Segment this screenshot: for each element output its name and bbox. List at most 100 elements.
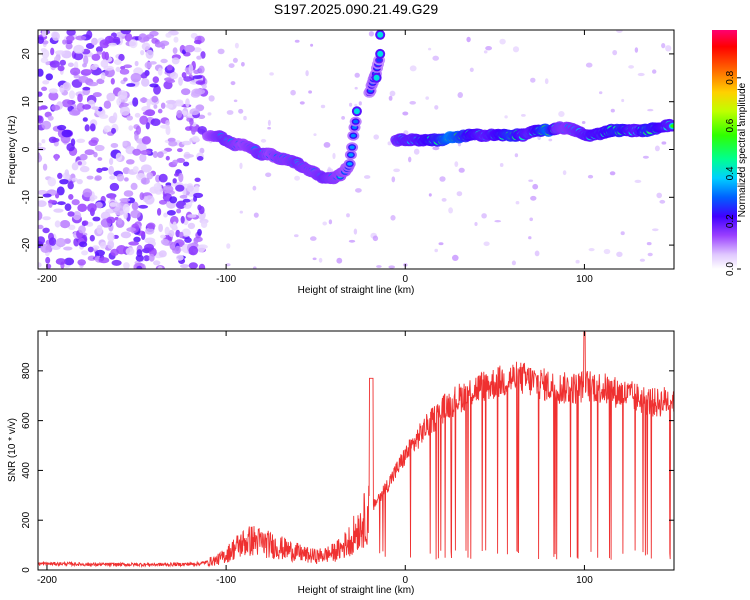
- heatmap-noise-cell: [139, 115, 149, 125]
- heatmap-noise-cell: [48, 88, 58, 94]
- heatmap-noise-cell: [41, 30, 47, 38]
- heatmap-noise-cell: [67, 211, 75, 217]
- heatmap-noise-cell: [51, 31, 60, 41]
- y-tick-label: 600: [21, 412, 32, 429]
- heatmap-noise-cell: [193, 39, 202, 45]
- heatmap-noise-cell: [81, 250, 89, 256]
- heatmap-noise-cell: [158, 223, 164, 233]
- heatmap-noise-cell: [89, 123, 96, 132]
- heatmap-noise-cell: [165, 32, 172, 38]
- heatmap-noise-cell: [185, 98, 190, 108]
- heatmap-speck: [353, 228, 358, 235]
- heatmap-noise-cell: [181, 72, 187, 79]
- heatmap-speck: [642, 155, 649, 159]
- heatmap-noise-cell: [123, 77, 128, 82]
- heatmap-noise-cell: [92, 92, 102, 98]
- y-tick-label: 20: [21, 48, 32, 60]
- ridge-core: [376, 58, 382, 62]
- colorbar-gradient: [712, 30, 737, 269]
- x-tick-label: -200: [37, 575, 57, 586]
- y-tick-label: -20: [21, 237, 32, 252]
- heatmap-noise-cell: [183, 154, 194, 158]
- heatmap-noise-cell: [191, 135, 200, 142]
- heatmap-noise-cell: [68, 224, 76, 230]
- heatmap-noise-cell: [47, 199, 58, 204]
- heatmap-speck: [515, 201, 520, 205]
- heatmap-noise-cell: [132, 148, 142, 156]
- heatmap-noise-cell: [99, 241, 107, 249]
- y-tick-label: 800: [21, 362, 32, 379]
- heatmap-noise-cell: [42, 163, 48, 171]
- heatmap-noise-cell: [141, 42, 151, 51]
- heatmap-noise-cell: [158, 173, 168, 183]
- heatmap-noise-cell: [119, 198, 131, 202]
- snr-chart: -200 -100 0 100 0 200 400 600 800 Height of str…: [7, 330, 675, 596]
- heatmap-noise-cell: [114, 59, 122, 65]
- heatmap-speck: [647, 252, 653, 257]
- heatmap-noise-cell: [103, 100, 112, 109]
- heatmap-speck: [389, 90, 396, 97]
- heatmap-noise-cell: [131, 201, 139, 211]
- heatmap-noise-cell: [109, 157, 114, 165]
- heatmap-noise-cell: [38, 36, 44, 44]
- y-tick-label: 10: [21, 96, 32, 108]
- heatmap-noise-cell: [116, 173, 125, 182]
- heatmap-noise-cell: [200, 220, 208, 228]
- heatmap-speck: [438, 242, 444, 246]
- x-tick-label: 100: [576, 274, 593, 285]
- heatmap-noise-cell: [45, 256, 51, 264]
- heatmap-speck: [267, 126, 271, 130]
- heatmap-noise-cell: [181, 140, 192, 146]
- heatmap-noise-cell: [54, 220, 61, 228]
- heatmap-speck: [269, 72, 274, 76]
- heatmap-speck: [328, 219, 333, 225]
- heatmap-noise-cell: [132, 166, 139, 173]
- heatmap-noise-cell: [130, 209, 141, 219]
- heatmap-speck: [234, 42, 239, 49]
- heatmap-noise-cell: [76, 102, 85, 112]
- chart-title: S197.2025.090.21.49.G29: [274, 1, 438, 17]
- heatmap-noise-cell: [67, 181, 74, 190]
- heatmap-speck: [534, 250, 540, 257]
- heatmap-noise-cell: [198, 263, 206, 269]
- heatmap-speck: [305, 70, 309, 77]
- heatmap-noise-cell: [165, 119, 170, 126]
- heatmap-noise-cell: [59, 59, 66, 66]
- spectrogram-x-ticks: -200 -100 0 100: [37, 30, 593, 285]
- heatmap-speck: [581, 121, 586, 124]
- heatmap-noise-cell: [189, 118, 194, 126]
- heatmap-noise-cell: [82, 117, 88, 122]
- heatmap-noise-cell: [157, 108, 163, 114]
- heatmap-noise-cell: [193, 192, 204, 198]
- heatmap-speck: [514, 153, 519, 158]
- heatmap-noise-cell: [126, 159, 135, 165]
- heatmap-noise-cell: [134, 112, 141, 118]
- heatmap-speck: [456, 191, 463, 197]
- heatmap-speck: [354, 86, 358, 90]
- heatmap-noise-cell: [73, 52, 84, 61]
- heatmap-speck: [432, 55, 440, 61]
- x-tick-label: 0: [402, 274, 408, 285]
- heatmap-speck: [253, 266, 257, 269]
- heatmap-speck: [599, 91, 603, 95]
- heatmap-speck: [504, 115, 508, 119]
- heatmap-speck: [511, 260, 516, 266]
- heatmap-speck: [588, 248, 595, 252]
- heatmap-speck: [434, 248, 439, 253]
- colorbar-tick-label: 0.6: [725, 118, 736, 132]
- heatmap-noise-cell: [123, 64, 133, 69]
- heatmap-noise-cell: [160, 102, 166, 109]
- heatmap-noise-cell: [106, 208, 114, 214]
- heatmap-noise-cell: [77, 93, 83, 103]
- heatmap-noise-cell: [82, 188, 93, 198]
- heatmap-noise-cell: [50, 47, 55, 56]
- heatmap-noise-cell: [172, 178, 177, 184]
- heatmap-noise-cell: [177, 148, 183, 153]
- heatmap-speck: [483, 241, 490, 247]
- heatmap-noise-cell: [77, 203, 88, 212]
- heatmap-speck: [544, 78, 549, 85]
- heatmap-speck: [485, 46, 492, 51]
- heatmap-noise-cell: [160, 234, 166, 239]
- heatmap-noise-cell: [175, 184, 185, 192]
- heatmap-speck: [294, 175, 300, 181]
